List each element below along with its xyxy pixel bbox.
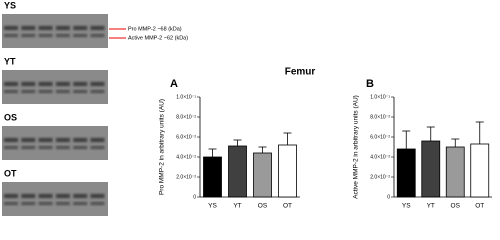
gel-band — [55, 146, 70, 149]
gel-band — [38, 34, 53, 37]
gel-label: YS — [4, 0, 16, 10]
figure: Femur Pro MMP-2 ~68 (kDa) Active MMP-2 ~… — [2, 0, 492, 216]
gel-band — [90, 26, 105, 30]
panel-label: A — [170, 78, 178, 90]
gel-band — [21, 194, 36, 198]
gel-band — [38, 138, 53, 142]
figure-title: Femur — [285, 67, 316, 78]
gel-image — [2, 70, 108, 104]
panel-label: B — [366, 78, 374, 90]
gel-image — [2, 126, 108, 160]
gel-band — [55, 138, 70, 142]
bar — [445, 146, 465, 198]
x-tick-label: OT — [283, 203, 292, 210]
gel-band — [90, 90, 105, 93]
y-tick-label: 4.0×10⁻² — [176, 154, 196, 160]
gel-band — [4, 82, 18, 86]
gel-band — [38, 194, 53, 198]
gel-label: OS — [4, 112, 17, 122]
gel-band — [21, 26, 36, 30]
gel-band — [73, 90, 88, 93]
gel-band — [55, 202, 70, 205]
gel-band — [90, 82, 105, 86]
y-tick-label: 2.0×10⁻² — [176, 174, 196, 180]
gel-band — [21, 90, 36, 93]
gel-band — [73, 202, 88, 205]
gel-band — [38, 82, 53, 86]
y-tick-label: 6.0×10⁻² — [176, 134, 196, 140]
gel-band — [73, 138, 88, 142]
gel-band — [73, 82, 88, 86]
y-axis-title: Pro MMP-2 in arbitrary units (AU) — [159, 99, 166, 195]
gel-band — [38, 26, 53, 30]
gel-band — [73, 146, 88, 149]
gel-band — [21, 34, 36, 37]
bar — [278, 144, 297, 198]
x-tick-label: YT — [427, 203, 435, 210]
gel-band — [4, 26, 18, 30]
gel-label: YT — [4, 56, 16, 66]
gel-band — [4, 194, 18, 198]
gel-band — [55, 90, 70, 93]
gel-band — [73, 194, 88, 198]
y-tick-label: 1.0×10⁻¹ — [176, 94, 196, 100]
gel-band — [55, 26, 70, 30]
y-axis-title: Active MMP-2 in arbitrary units (AU) — [353, 95, 360, 199]
y-tick-label: 1.0×10⁻¹ — [370, 94, 390, 100]
gel-band — [38, 202, 53, 205]
x-tick-label: YS — [208, 203, 217, 210]
y-tick-label: 0 — [387, 194, 390, 200]
gel-image — [2, 14, 108, 48]
gel-band — [90, 34, 105, 37]
x-tick-label: YT — [233, 203, 241, 210]
gel-band — [21, 202, 36, 205]
bar — [253, 152, 272, 198]
annotation: Active MMP-2 ~62 (kDa) — [128, 35, 188, 41]
gel-band — [4, 90, 18, 93]
bar — [421, 140, 441, 198]
gel-band — [55, 82, 70, 86]
y-tick-label: 6.0×10⁻² — [370, 134, 390, 140]
gel-band — [38, 90, 53, 93]
gel-band — [90, 202, 105, 205]
gel-band — [21, 146, 36, 149]
bar — [203, 156, 222, 198]
gel-band — [21, 82, 36, 86]
y-tick-label: 0 — [193, 194, 196, 200]
gel-band — [21, 138, 36, 142]
x-tick-label: OT — [475, 203, 484, 210]
gel-band — [73, 34, 88, 37]
gel-band — [90, 146, 105, 149]
gel-label: OT — [4, 168, 17, 178]
y-tick-label: 2.0×10⁻² — [370, 174, 390, 180]
gel-band — [90, 138, 105, 142]
gel-band — [4, 34, 18, 37]
annotation: Pro MMP-2 ~68 (kDa) — [128, 26, 182, 32]
y-tick-label: 4.0×10⁻² — [370, 154, 390, 160]
x-tick-label: OS — [451, 203, 461, 210]
y-tick-label: 8.0×10⁻² — [176, 114, 196, 120]
bar — [396, 148, 416, 198]
gel-image — [2, 182, 108, 216]
gel-band — [90, 194, 105, 198]
gel-band — [38, 146, 53, 149]
x-tick-label: YS — [402, 203, 411, 210]
bar — [228, 145, 247, 198]
x-tick-label: OS — [258, 203, 268, 210]
gel-band — [4, 146, 18, 149]
gel-band — [55, 34, 70, 37]
bar — [470, 143, 490, 198]
y-tick-label: 8.0×10⁻² — [370, 114, 390, 120]
gel-band — [4, 138, 18, 142]
gel-band — [73, 26, 88, 30]
gel-band — [4, 202, 18, 205]
gel-band — [55, 194, 70, 198]
